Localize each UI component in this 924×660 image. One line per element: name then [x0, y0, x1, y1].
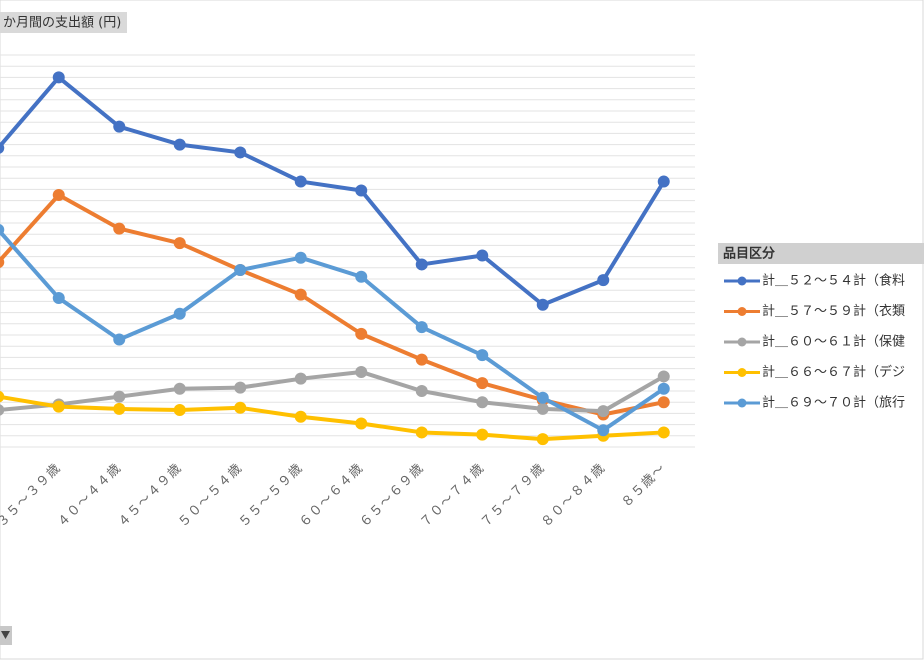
data-point — [355, 327, 368, 340]
legend-label: 計＿５７～５９計（衣類 — [762, 303, 905, 319]
filter-icon — [1, 631, 10, 639]
data-point — [234, 146, 247, 159]
data-point — [234, 264, 247, 277]
data-point — [415, 426, 428, 439]
data-point — [355, 417, 368, 430]
data-point — [113, 390, 126, 403]
data-point — [536, 298, 549, 311]
data-point — [657, 175, 670, 188]
data-point — [294, 251, 307, 264]
data-point — [234, 381, 247, 394]
legend-label: 計＿６９～７０計（旅行 — [762, 395, 905, 411]
data-point — [476, 249, 489, 262]
legend-label: 計＿６６～６７計（デジ — [762, 364, 905, 380]
data-point — [415, 321, 428, 334]
data-point — [476, 396, 489, 409]
data-point — [476, 428, 489, 441]
legend-label: 計＿５２～５４計（食料 — [762, 273, 905, 289]
title-button[interactable] — [0, 12, 127, 33]
data-point — [355, 365, 368, 378]
data-point — [355, 270, 368, 283]
series-line — [0, 75, 666, 307]
data-point — [415, 385, 428, 397]
series-line — [0, 394, 664, 442]
data-point — [113, 402, 126, 415]
data-point — [597, 274, 610, 287]
data-point — [52, 400, 65, 413]
data-point — [294, 288, 307, 301]
data-point — [415, 353, 428, 366]
data-point — [173, 382, 186, 395]
series-line — [0, 228, 665, 433]
data-point — [234, 401, 247, 414]
data-point — [597, 424, 610, 437]
data-point — [0, 142, 5, 154]
data-point — [0, 223, 5, 236]
data-point — [536, 402, 549, 415]
chart-title: か月間の支出額 (円) — [3, 16, 121, 31]
legend-marker — [737, 398, 747, 408]
data-point — [173, 404, 186, 417]
legend-title: 品目区分 — [723, 246, 775, 262]
data-point — [657, 382, 670, 395]
legend-marker — [737, 307, 747, 316]
legend-marker — [737, 276, 747, 286]
data-point — [113, 222, 126, 235]
legend-marker — [737, 368, 747, 377]
data-point — [476, 377, 489, 390]
data-point — [173, 237, 186, 250]
data-point — [52, 189, 65, 201]
data-point — [657, 396, 670, 409]
legend-marker — [737, 337, 747, 347]
data-point — [294, 410, 307, 423]
data-point — [0, 256, 5, 268]
data-point — [415, 258, 428, 271]
legend-label: 計＿６０～６１計（保健 — [762, 334, 905, 350]
data-point — [113, 120, 126, 133]
data-point — [597, 405, 610, 418]
data-point — [173, 138, 186, 151]
data-point — [657, 426, 670, 439]
data-point — [355, 184, 368, 197]
data-point — [294, 175, 307, 188]
data-point — [536, 433, 549, 446]
data-point — [0, 390, 5, 403]
data-point — [657, 370, 670, 383]
data-point — [476, 349, 489, 362]
data-point — [173, 307, 186, 320]
data-point — [294, 372, 307, 385]
data-point — [536, 391, 549, 404]
data-point — [113, 333, 126, 346]
data-point — [52, 292, 65, 305]
series-line — [0, 369, 665, 414]
data-point — [52, 71, 65, 84]
legend-header[interactable] — [718, 243, 924, 264]
data-point — [0, 404, 5, 416]
